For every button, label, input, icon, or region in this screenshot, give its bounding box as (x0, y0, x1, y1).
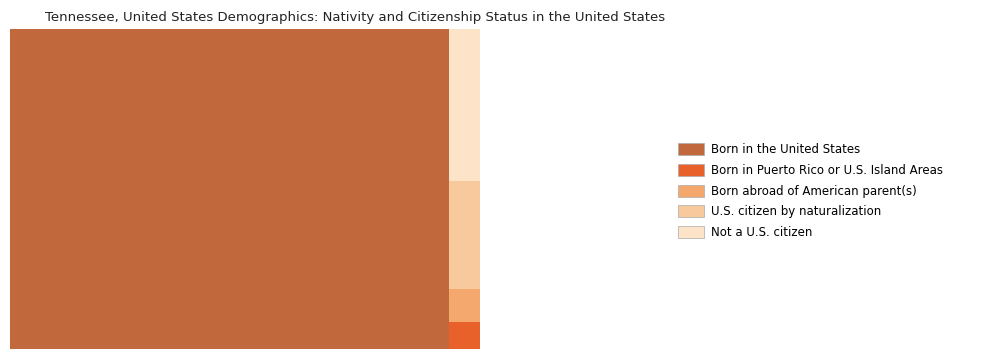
Bar (10, 29, 449, 349)
Bar (449, 289, 480, 322)
Bar (449, 322, 480, 349)
Bar (449, 29, 480, 181)
Bar (449, 181, 480, 289)
Legend: Born in the United States, Born in Puerto Rico or U.S. Island Areas, Born abroad: Born in the United States, Born in Puert… (676, 141, 946, 241)
Text: Tennessee, United States Demographics: Nativity and Citizenship Status in the Un: Tennessee, United States Demographics: N… (44, 11, 665, 24)
